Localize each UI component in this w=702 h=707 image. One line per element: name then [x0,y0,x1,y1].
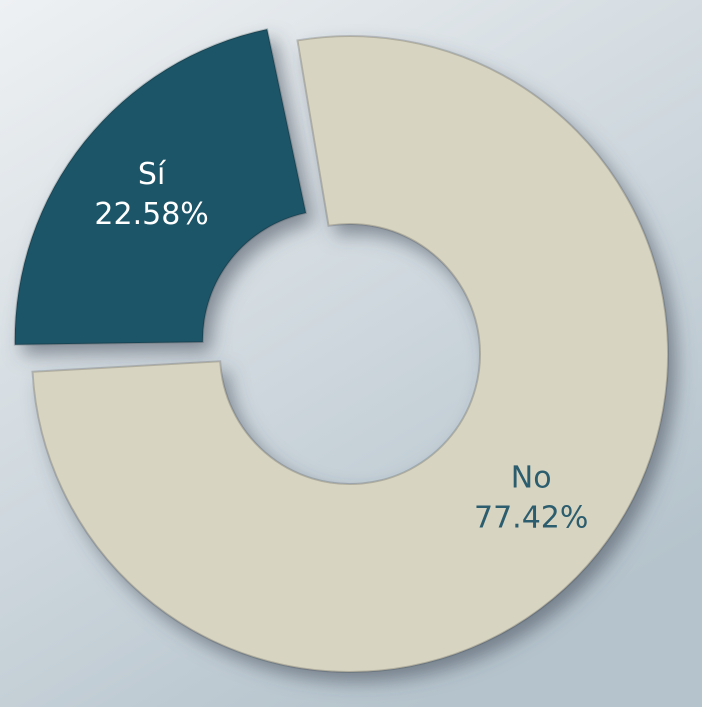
slice-value-label: 77.42% [474,500,588,535]
slice-value-label: 22.58% [94,197,208,232]
slice [31,35,669,673]
slice-category: No [511,460,552,495]
slice [13,27,308,346]
slice-category: Sí [138,157,167,192]
